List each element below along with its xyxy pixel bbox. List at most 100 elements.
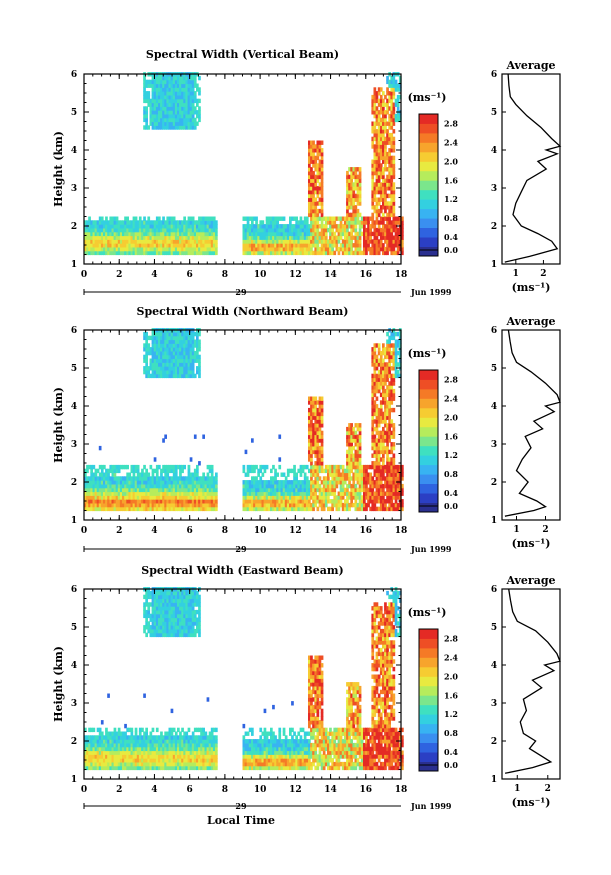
- heatmap-cell: [88, 742, 91, 748]
- heatmap-cell: [172, 117, 176, 123]
- heatmap-cell: [392, 212, 396, 218]
- heatmap-cell: [354, 487, 358, 493]
- heatmap-cell: [189, 373, 193, 379]
- heatmap-cell: [267, 483, 271, 489]
- colorbar-label: 2.4: [444, 137, 458, 147]
- heatmap-cell: [312, 426, 315, 432]
- heatmap-cell: [160, 331, 163, 337]
- heatmap-cell: [246, 491, 250, 496]
- heatmap-cell: [398, 79, 402, 85]
- heatmap-cell: [251, 220, 254, 225]
- heatmap-cell: [189, 98, 193, 104]
- colorbar-swatch: [419, 370, 438, 380]
- heatmap-cell: [100, 464, 104, 470]
- heatmap-cell: [198, 231, 201, 237]
- heatmap-cell: [191, 125, 195, 130]
- heatmap-cell: [390, 499, 394, 504]
- heatmap-cell: [329, 506, 332, 512]
- heatmap-cell: [138, 243, 142, 248]
- heatmap-cell: [111, 506, 115, 512]
- heatmap-cell: [350, 502, 353, 508]
- heatmap-cell: [170, 366, 174, 371]
- heatmap-cell: [386, 102, 389, 107]
- heatmap-cell: [172, 373, 176, 379]
- colorbar-label: 1.6: [444, 175, 458, 185]
- heatmap-cell: [164, 117, 167, 123]
- heatmap-cell: [371, 362, 375, 367]
- heatmap-cell: [367, 487, 370, 493]
- colorbar-swatch: [419, 151, 438, 162]
- heatmap-cell: [289, 239, 292, 244]
- heatmap-cell: [390, 201, 394, 206]
- heatmap-cell: [377, 102, 381, 107]
- heatmap-cell: [373, 227, 377, 233]
- heatmap-cell: [84, 231, 87, 237]
- heatmap-cell: [170, 468, 174, 474]
- heatmap-cell: [284, 246, 288, 252]
- heatmap-cell: [100, 468, 104, 474]
- heatmap-cell: [377, 178, 381, 183]
- heatmap-cell: [128, 483, 132, 489]
- heatmap-cell: [310, 148, 313, 153]
- heatmap-cell: [394, 347, 398, 352]
- heatmap-cell: [318, 407, 322, 413]
- heatmap-cell: [98, 227, 102, 233]
- heatmap-cell: [196, 121, 199, 126]
- heatmap-cell: [179, 483, 182, 489]
- heatmap-cell: [375, 381, 379, 386]
- heatmap-cell: [392, 423, 396, 428]
- heatmap-cell: [92, 765, 96, 771]
- heatmap-cell: [371, 231, 375, 237]
- heatmap-cell: [193, 125, 197, 130]
- heatmap-cell: [388, 430, 391, 436]
- heatmap-cell: [145, 502, 148, 508]
- heatmap-cell: [187, 487, 191, 493]
- heatmap-cell: [371, 434, 375, 439]
- heatmap-cell: [367, 216, 370, 221]
- heatmap-cell: [200, 495, 203, 500]
- heatmap-cell: [320, 404, 324, 409]
- heatmap-cell: [316, 186, 320, 191]
- colorbar-label: 0.8: [444, 469, 458, 479]
- heatmap-cell: [181, 117, 184, 123]
- colorbar-unit: (ms⁻¹): [408, 91, 447, 104]
- heatmap-cell: [151, 468, 155, 474]
- heatmap-cell: [358, 243, 362, 248]
- heatmap-cell: [371, 144, 375, 149]
- heatmap-cell: [191, 239, 195, 244]
- heatmap-cell: [132, 499, 136, 504]
- heatmap-cell: [346, 216, 349, 221]
- heatmap-cell: [189, 502, 193, 508]
- heatmap-cell: [177, 79, 180, 85]
- heatmap-cell: [210, 231, 214, 237]
- heatmap-cell: [377, 186, 381, 191]
- heatmap-cell: [84, 227, 87, 233]
- heatmap-cell: [363, 224, 366, 229]
- heatmap-cell: [103, 227, 106, 233]
- heatmap-cell: [246, 231, 250, 237]
- heatmap-cell: [382, 392, 385, 398]
- heatmap-cell: [293, 483, 296, 489]
- heatmap-cell: [196, 224, 199, 229]
- heatmap-cell: [320, 216, 324, 221]
- heatmap-cell: [388, 117, 391, 123]
- heatmap-cell: [88, 487, 91, 493]
- heatmap-cell: [187, 121, 191, 126]
- heatmap-cell: [392, 220, 396, 225]
- heatmap-cell: [141, 472, 144, 477]
- heatmap-cell: [320, 205, 324, 210]
- heatmap-cell: [138, 246, 142, 252]
- heatmap-cell: [356, 216, 360, 221]
- heatmap-cell: [394, 250, 398, 256]
- heatmap-cell: [356, 212, 360, 218]
- heatmap-cell: [174, 366, 178, 371]
- heatmap-cell: [177, 98, 180, 104]
- heatmap-cell: [94, 499, 98, 504]
- heatmap-cell: [379, 94, 383, 100]
- heatmap-cell: [301, 250, 305, 256]
- heatmap-cell: [259, 235, 263, 240]
- heatmap-cell: [371, 186, 375, 191]
- heatmap-cell: [392, 140, 396, 145]
- heatmap-cell: [314, 472, 318, 477]
- heatmap-cell: [168, 373, 172, 379]
